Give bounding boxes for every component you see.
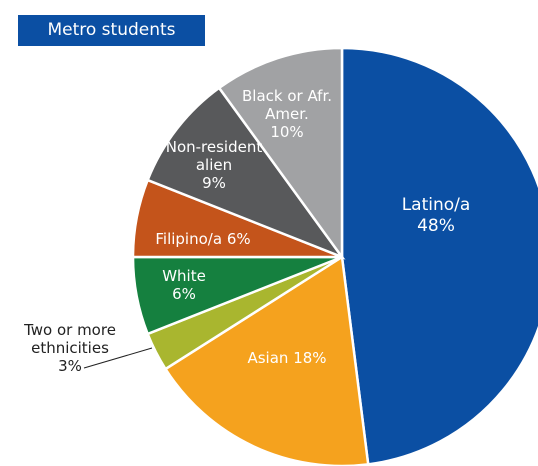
value-label: 18% [293,349,327,367]
category-label: Black or Afr. Amer. [241,87,333,123]
chart-title: Metro students [18,15,205,46]
value-label: 9% [202,174,226,192]
value-label: 48% [417,216,455,236]
slice-label: Non-resident alien 9% [159,138,269,192]
pie-slice [146,86,346,260]
value-label: 10% [270,123,304,141]
slice-label: White 6% [149,267,219,303]
slice-label: Two or more ethnicities 3% [15,321,125,375]
category-label: Asian [247,349,289,367]
pie-slice [217,46,344,261]
value-label: 6% [172,285,196,303]
category-label: Latino/a [401,195,471,215]
slice-label: Latino/a 48% [391,195,481,237]
slice-label: Filipino/a 6% [138,230,268,248]
leader-line [83,347,153,369]
value-label: 6% [226,230,251,248]
slice-label: Black or Afr. Amer. 10% [232,87,342,141]
slice-label: Asian 18% [227,349,347,367]
category-label: Non-resident alien [165,138,263,174]
category-label: White [162,267,206,285]
value-label: 3% [58,357,82,375]
category-label: Two or more ethnicities [24,321,116,357]
pie-slice [340,46,538,466]
category-label: Filipino/a [155,230,223,248]
